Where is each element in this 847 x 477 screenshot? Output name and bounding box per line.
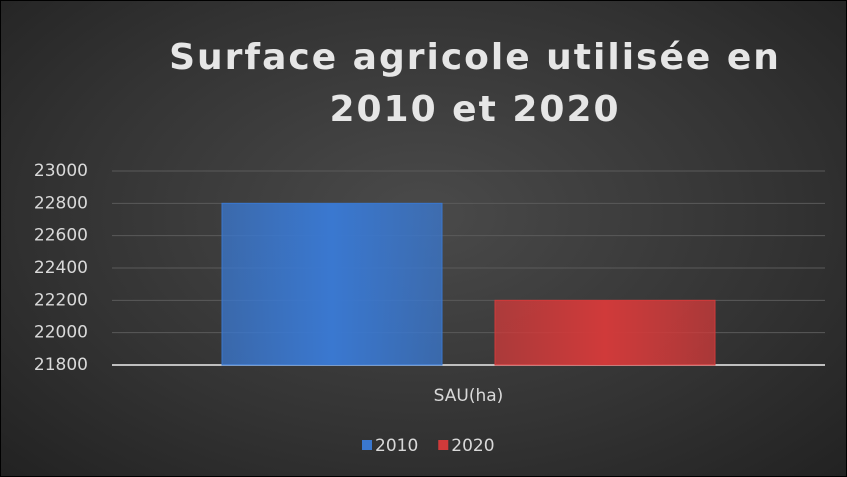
y-tick-label: 22400 [34, 258, 88, 278]
legend-swatch [362, 440, 372, 450]
y-tick-label: 22800 [34, 193, 88, 213]
legend-label: 2020 [451, 436, 494, 456]
legend-swatch [438, 440, 449, 450]
y-tick-label: 23000 [34, 161, 88, 181]
bar [221, 202, 443, 366]
x-tick-label: SAU(ha) [434, 386, 504, 406]
y-tick-label: 21800 [34, 355, 88, 375]
y-tick-label: 22000 [34, 323, 88, 343]
y-tick-label: 22600 [34, 226, 88, 246]
chart-title: Surface agricole utilisée en 2010 et 202… [169, 37, 781, 130]
y-tick-label: 22200 [34, 290, 88, 310]
bar [494, 299, 716, 366]
legend-label: 2010 [375, 436, 418, 456]
